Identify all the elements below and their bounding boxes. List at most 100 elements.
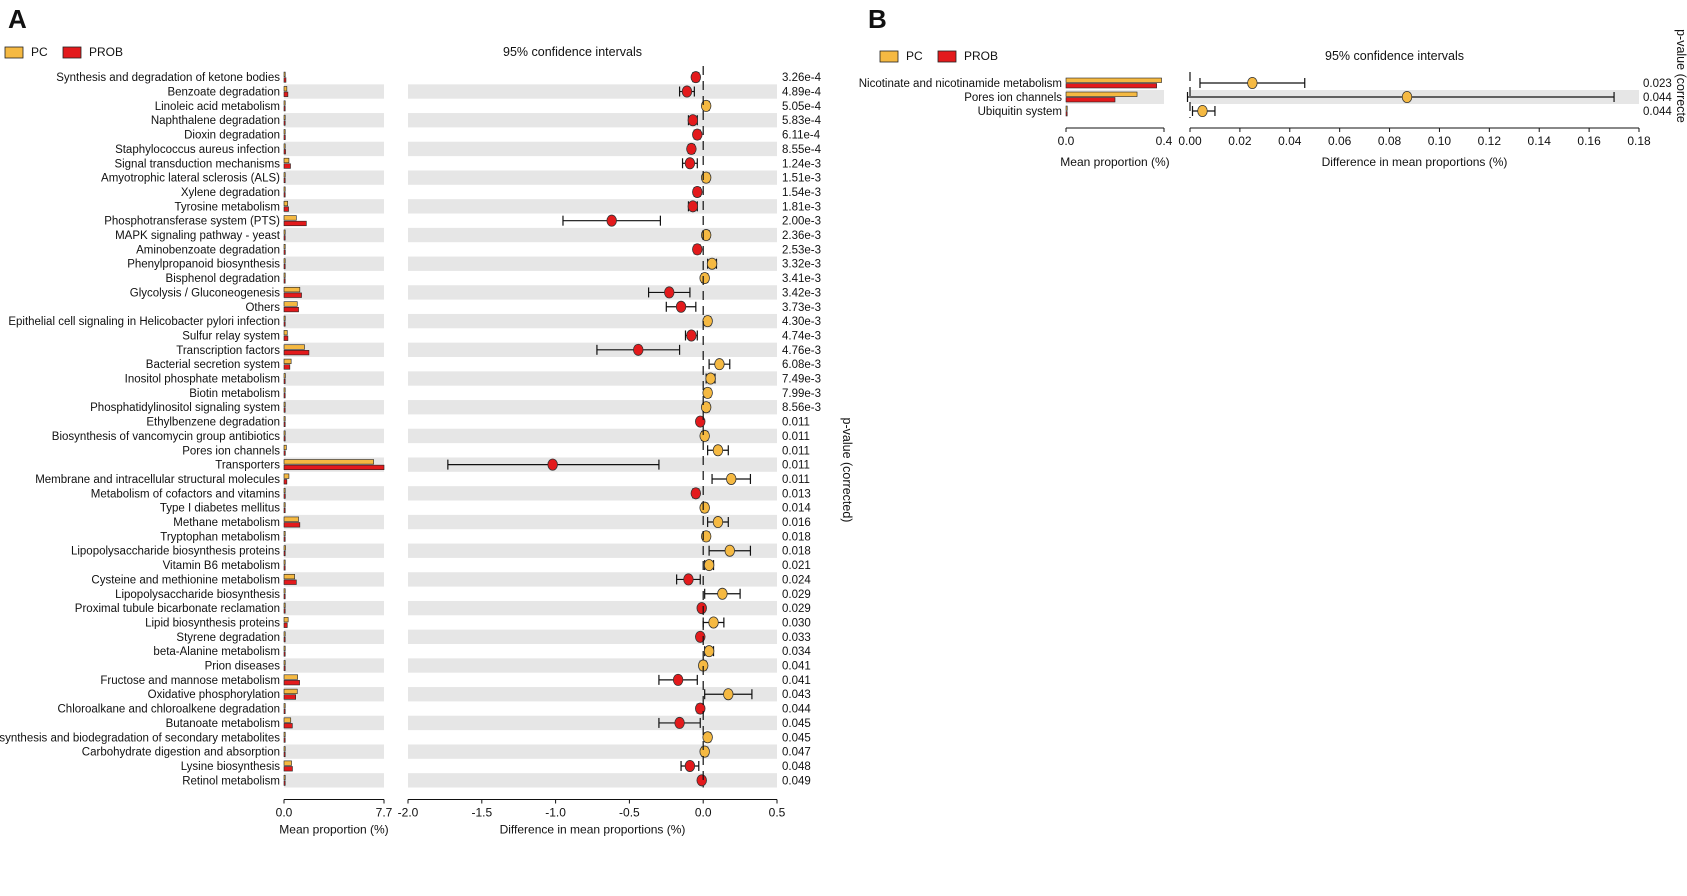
category-label: Lipopolysaccharide biosynthesis proteins xyxy=(71,546,280,558)
row-stripe-diff xyxy=(408,84,777,99)
row-stripe-bar xyxy=(284,113,384,128)
bar-pc xyxy=(283,774,286,781)
panel-letter: A xyxy=(8,4,27,34)
category-label: Tryptophan metabolism xyxy=(160,531,280,543)
row-stripe-diff xyxy=(408,400,777,415)
diff-x-tick-label: 0.08 xyxy=(1378,134,1402,148)
diff-point xyxy=(686,329,697,342)
diff-point xyxy=(724,544,735,557)
diff-point xyxy=(712,444,724,457)
chart-title: 95% confidence intervals xyxy=(1325,49,1464,63)
diff-point xyxy=(717,587,728,600)
diff-x-tick-label: 0.02 xyxy=(1228,134,1252,148)
p-value-label: 2.36e-3 xyxy=(782,230,821,242)
p-value-label: 3.73e-3 xyxy=(782,302,821,314)
bar-prob xyxy=(283,393,286,399)
p-value-label: 6.08e-3 xyxy=(782,359,821,371)
row-stripe-bar xyxy=(284,285,384,300)
p-value-label: 0.033 xyxy=(782,632,811,644)
p-value-label: 0.041 xyxy=(782,661,811,673)
bar-prob xyxy=(283,622,288,628)
category-label: Carbohydrate digestion and absorption xyxy=(82,747,280,759)
row-stripe-bar xyxy=(284,658,384,673)
category-label: Inositol phosphate metabolism xyxy=(125,374,280,386)
bar-prob xyxy=(283,593,286,600)
category-label: Signal transduction mechanisms xyxy=(114,158,280,170)
p-value-label: 0.030 xyxy=(782,617,811,629)
bar-prob xyxy=(1065,111,1068,117)
bar-prob xyxy=(283,321,286,327)
p-value-label: 0.011 xyxy=(782,460,810,472)
bar-prob xyxy=(283,507,286,514)
category-label: Lysine biosynthesis xyxy=(181,761,281,773)
bar-prob xyxy=(283,694,296,700)
bar-x-tick-label: 0.4 xyxy=(1156,134,1173,148)
row-stripe-bar xyxy=(284,371,384,386)
p-value-label: 0.049 xyxy=(782,775,811,787)
row-stripe-bar xyxy=(284,170,384,185)
p-value-label: 0.044 xyxy=(1643,92,1672,104)
category-label: Amyotrophic lateral sclerosis (ALS) xyxy=(101,173,280,185)
diff-point xyxy=(687,114,699,127)
legend-swatch-pc xyxy=(879,50,899,63)
category-label: Retinol metabolism xyxy=(182,775,280,787)
diff-point xyxy=(684,157,696,170)
diff-point xyxy=(1197,105,1208,118)
panel-letter: B xyxy=(868,4,887,34)
p-value-label: 0.014 xyxy=(782,503,811,515)
diff-x-tick-label: -2.0 xyxy=(398,806,419,820)
row-stripe-diff xyxy=(408,371,777,386)
diff-point xyxy=(726,472,737,485)
diff-point xyxy=(705,372,716,385)
p-value-label: 5.83e-4 xyxy=(782,115,822,127)
category-label: Type I diabetes mellitus xyxy=(160,503,280,515)
p-value-label: 0.011 xyxy=(782,431,810,443)
bar-pc xyxy=(283,487,286,494)
row-stripe-diff xyxy=(408,313,777,329)
diff-x-tick-label: 0.10 xyxy=(1428,134,1452,148)
row-stripe-bar xyxy=(284,629,384,644)
row-stripe-bar xyxy=(284,773,384,788)
diff-point xyxy=(674,716,685,729)
bar-pc xyxy=(283,258,286,264)
diff-point xyxy=(706,257,718,270)
bar-pc xyxy=(283,574,295,580)
category-label: Benzoate degradation xyxy=(167,87,280,99)
diff-point xyxy=(699,745,710,758)
category-label: Linoleic acid metabolism xyxy=(155,101,280,113)
bar-prob xyxy=(283,536,286,542)
category-label: Nicotinate and nicotinamide metabolism xyxy=(859,78,1062,90)
diff-point xyxy=(690,71,702,84)
diff-point xyxy=(692,128,703,141)
bar-pc xyxy=(283,746,286,752)
p-value-label: 5.05e-4 xyxy=(782,101,822,113)
category-label: Metabolism of cofactors and vitamins xyxy=(91,488,280,500)
bar-pc xyxy=(283,114,286,121)
category-label: Ethylbenzene degradation xyxy=(146,417,280,429)
bar-pc xyxy=(283,602,286,608)
bar-pc xyxy=(283,444,287,451)
category-label: Lipopolysaccharide biosynthesis xyxy=(115,589,280,601)
bar-prob xyxy=(283,579,297,585)
bar-x-axis-label: Mean proportion (%) xyxy=(279,823,388,837)
diff-x-tick-label: -0.5 xyxy=(619,806,640,820)
bar-prob xyxy=(283,464,385,471)
diff-point xyxy=(633,343,644,356)
bar-prob xyxy=(283,407,286,413)
diff-point xyxy=(696,602,707,615)
diff-point xyxy=(714,358,725,371)
row-stripe-bar xyxy=(284,400,384,415)
panel-b: B PC PROB 95% confidence intervals Nicotinat… xyxy=(859,4,1687,169)
row-stripe-bar xyxy=(284,600,384,616)
p-value-label: 4.74e-3 xyxy=(782,330,821,342)
diff-x-tick-label: 0.16 xyxy=(1577,134,1601,148)
bar-prob xyxy=(283,421,286,427)
bar-pc xyxy=(283,731,286,738)
diff-x-tick-label: 0.06 xyxy=(1328,134,1352,148)
row-stripe-bar xyxy=(284,313,384,329)
bar-prob xyxy=(283,91,289,97)
bar-x-tick-label: 0.0 xyxy=(276,806,293,820)
row-stripe-diff xyxy=(408,227,777,243)
bar-pc xyxy=(1065,91,1138,97)
category-label: Lipid biosynthesis proteins xyxy=(145,617,280,629)
